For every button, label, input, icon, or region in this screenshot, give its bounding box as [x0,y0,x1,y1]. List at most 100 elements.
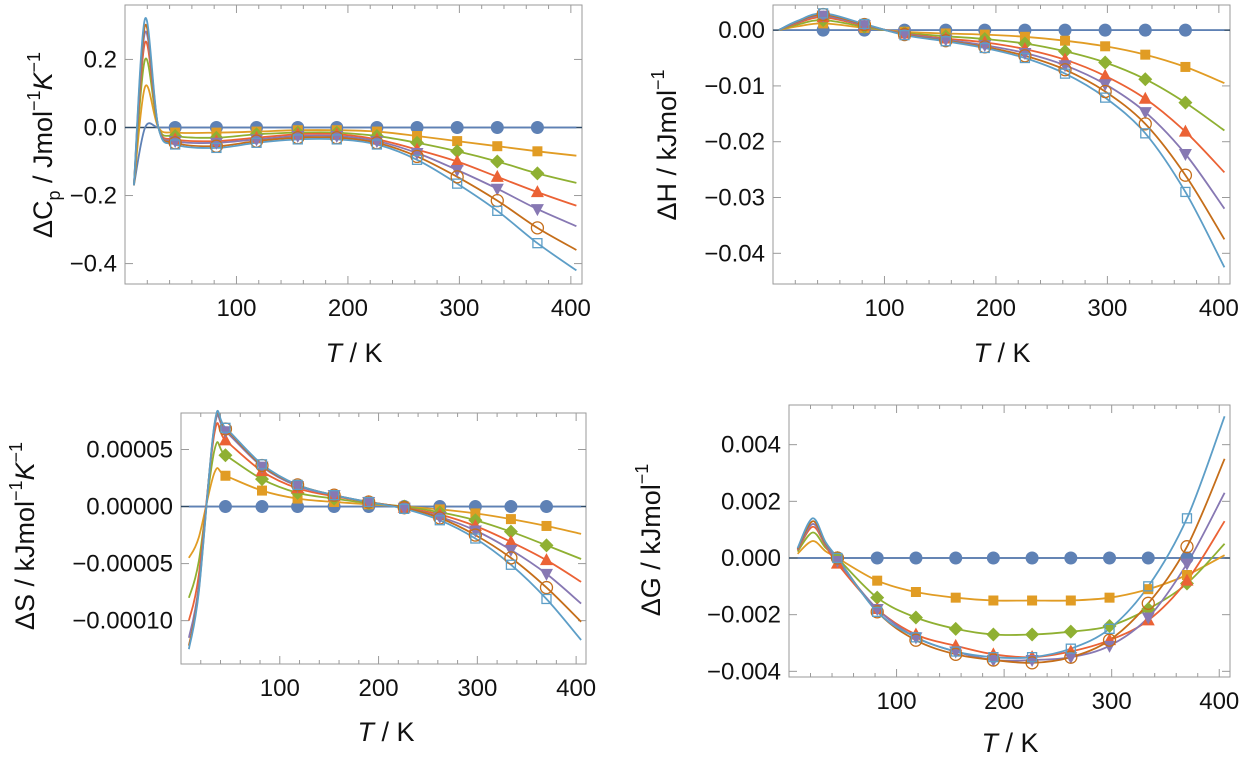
panel-heat-capacity-xlabel: T / K [325,338,382,368]
series-6-point [251,137,262,148]
series-0-point [870,551,884,565]
series-2-point [1058,44,1073,59]
series-6-point [1026,652,1038,663]
series-1-point [1143,584,1154,595]
series-4-point [362,496,376,509]
series-0-point [1025,551,1039,565]
series-4-point [816,10,830,23]
series-6-point [872,606,883,617]
series-2-line [778,19,1225,132]
series-4-point [1064,652,1078,665]
series-0-point [949,551,963,565]
series-4-point [530,204,544,217]
x-tick-label: 200 [976,295,1016,322]
panel-entropy-ylabel: ΔS / kJmol−1K−1 [6,442,40,630]
series-4-point [468,525,482,538]
series-6-point [220,422,231,433]
series-2-point [1138,72,1153,87]
series-0-point [218,500,232,514]
series-4-point [830,555,844,568]
series-0-point [450,120,464,134]
series-5-point [1138,117,1152,131]
series-2-point [530,166,545,181]
series-6-point [470,533,481,544]
plot-frame [180,412,587,665]
series-6-point [1143,581,1154,592]
series-4-point [490,183,504,196]
series-6-point [832,552,843,564]
series-5-point [290,478,305,492]
series-4-line [188,414,582,638]
series-6-line [796,415,1226,659]
series-5-point [857,17,872,32]
series-1-point [1060,35,1071,46]
panel-gibbs-energy: ΔG / kJmol−1 T / K 100 200 300 400 0.004 0.00… [632,404,1239,758]
y-tick-label: 0.00000 [86,494,173,521]
series-5-point [1141,596,1155,610]
series-1-point [910,587,921,597]
series-2-point [908,610,923,625]
series-0-point [1138,23,1152,37]
series-3-point [530,185,544,198]
series-4-point [291,130,305,143]
series-5-point [1064,650,1078,664]
series-2-point [218,448,233,463]
series-4-point [857,20,871,33]
series-6-point [331,134,342,145]
series-2-point [986,627,1001,642]
series-2-line [796,531,1226,636]
series-2-point [503,524,518,539]
panel-enthalpy: ΔH / kJmol−1 T / K 100 200 300 400 0.00 −0.01… [648,4,1239,368]
series-6-point [328,489,340,501]
series-6-point [492,205,503,216]
series-5-point [1018,49,1032,63]
y-tick-label: −0.00010 [72,608,173,635]
series-6-point [950,646,961,657]
series-6-point [371,139,383,150]
series-0-point [530,120,544,134]
series-0-point [986,551,1000,565]
series-5-point [327,488,341,502]
panel-heat-capacity: ΔCp / Jmol−1K−1 T / K 100 200 300 400 0.2 0.0… [24,4,591,368]
series-1-point [1180,61,1191,72]
x-tick-label: 400 [1199,295,1239,322]
series-6-point [1019,52,1031,64]
series-4-point [370,136,384,149]
series-6-point [1181,513,1193,524]
series-0-point [410,120,424,134]
series-1-point [492,141,503,152]
series-5-point [939,34,953,48]
y-tick-label: 0.004 [721,432,781,459]
series-2-point [870,590,885,605]
series-4-point [939,34,953,47]
series-6-point [452,178,463,189]
plot-frame [772,4,1231,285]
series-6-point [910,632,922,643]
series-1-point [1065,595,1076,606]
series-4-point [898,29,912,42]
series-2-point [1098,55,1113,70]
series-3-point [1178,124,1192,137]
series-1-point [257,485,267,496]
series-3-point [1180,573,1194,586]
series-3-line [133,40,577,207]
series-5-point [909,633,923,647]
y-tick-label: −0.2 [70,183,117,210]
series-0-point [1178,23,1192,37]
series-1-point [950,592,961,603]
series-4-point [255,461,269,474]
series-5-point [1102,633,1117,647]
series-1-point [1140,49,1151,60]
y-tick-label: 0.000 [721,545,781,572]
series-5-point [1058,63,1072,77]
series-6-point [211,142,222,154]
series-6-point [256,459,268,470]
series-6-point [505,559,517,570]
series-6-point [859,18,870,30]
series-6-point [434,515,445,526]
series-2-point [948,621,963,636]
series-1-line [188,467,582,559]
series-4-line [133,30,577,228]
series-0-point [1103,551,1117,565]
